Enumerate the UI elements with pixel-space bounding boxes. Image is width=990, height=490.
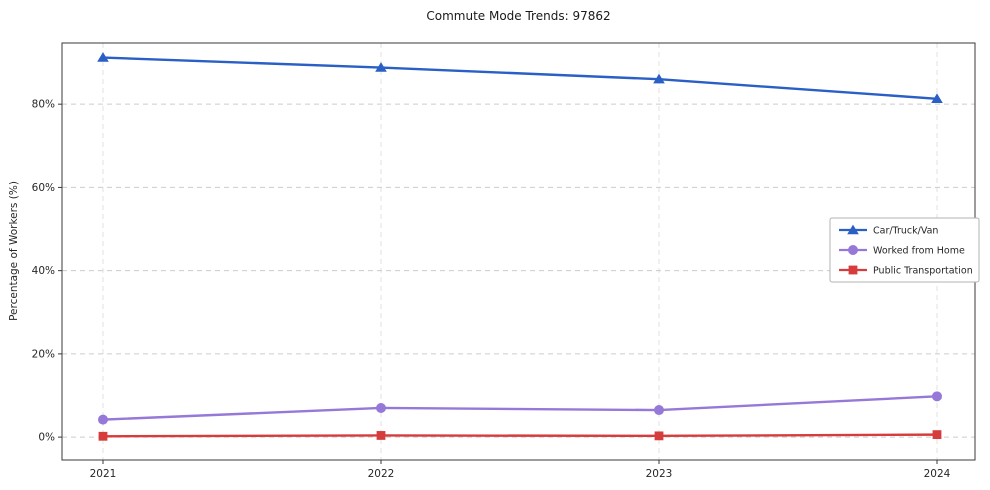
legend-entry: Worked from Home bbox=[839, 245, 965, 256]
series-car-truck-van bbox=[97, 52, 943, 103]
series-worked-from-home bbox=[98, 391, 942, 425]
svg-text:Car/Truck/Van: Car/Truck/Van bbox=[873, 225, 938, 236]
svg-text:60%: 60% bbox=[32, 182, 55, 194]
y-tick-labels: 0% 20% 40% 60% 80% bbox=[32, 99, 55, 444]
legend-box bbox=[829, 217, 980, 283]
svg-text:2022: 2022 bbox=[368, 468, 395, 480]
svg-text:Worked from Home: Worked from Home bbox=[873, 245, 965, 256]
svg-text:2024: 2024 bbox=[924, 468, 951, 480]
svg-text:80%: 80% bbox=[32, 99, 55, 111]
legend-entry: Car/Truck/Van bbox=[839, 224, 938, 236]
svg-text:20%: 20% bbox=[32, 348, 55, 360]
svg-text:0%: 0% bbox=[38, 432, 55, 444]
svg-text:Public Transportation: Public Transportation bbox=[873, 265, 973, 276]
legend-entry: Public Transportation bbox=[839, 265, 973, 276]
svg-text:2021: 2021 bbox=[90, 468, 117, 480]
svg-text:2023: 2023 bbox=[646, 468, 673, 480]
legend: Car/Truck/Van Worked from Home Public Tran… bbox=[829, 217, 980, 283]
series-public-transportation bbox=[98, 430, 942, 441]
svg-text:40%: 40% bbox=[32, 265, 55, 277]
x-tick-labels: 2021 2022 2023 2024 bbox=[90, 468, 951, 480]
chart-title: Commute Mode Trends: 97862 bbox=[426, 9, 611, 23]
axis-ticks bbox=[58, 103, 938, 464]
